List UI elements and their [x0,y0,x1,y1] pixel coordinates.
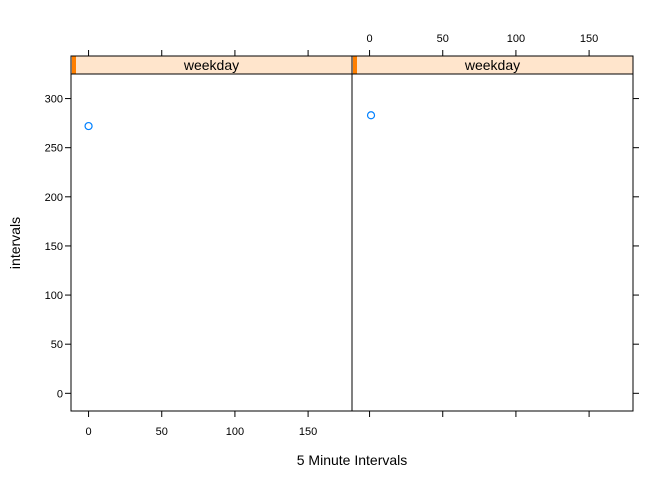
strip-label: weekday [183,57,239,73]
strip-indicator [353,56,357,74]
x-tick-label: 50 [156,426,168,438]
x-axis-top: 0 50 100 150 [88,33,598,56]
panels-group: weekday weekday [70,55,634,412]
data-point [366,111,376,120]
panel-border [351,73,634,412]
x-tick-label: 150 [299,426,317,438]
y-tick-label: 250 [45,143,63,155]
y-axis-label: intervals [7,217,23,269]
x-axis-label: 5 Minute Intervals [297,452,408,468]
x-tick-label: 100 [226,426,244,438]
x-axis-bottom: 0 50 100 150 [86,411,590,438]
strip-background [71,56,352,74]
x-tick-label-top: 50 [437,33,449,45]
x-tick-label-top: 150 [580,33,598,45]
strip-background [352,56,633,74]
y-axis: 0 50 100 150 200 250 300 [45,94,639,400]
y-tick-label: 50 [51,339,63,351]
data-point [84,121,93,131]
y-tick-label: 300 [45,94,63,106]
panel-2: weekday [351,55,634,412]
x-tick-label-top: 100 [507,33,525,45]
y-tick-label: 200 [45,192,63,204]
y-tick-label: 150 [45,241,63,253]
panel-border [70,73,353,412]
strip-indicator [72,56,76,74]
panel-1: weekday [70,55,353,412]
x-tick-label-top: 0 [367,33,373,45]
strip-label: weekday [464,57,520,73]
y-tick-label: 0 [57,388,63,400]
x-tick-label: 0 [86,426,92,438]
y-tick-label: 100 [45,290,63,302]
